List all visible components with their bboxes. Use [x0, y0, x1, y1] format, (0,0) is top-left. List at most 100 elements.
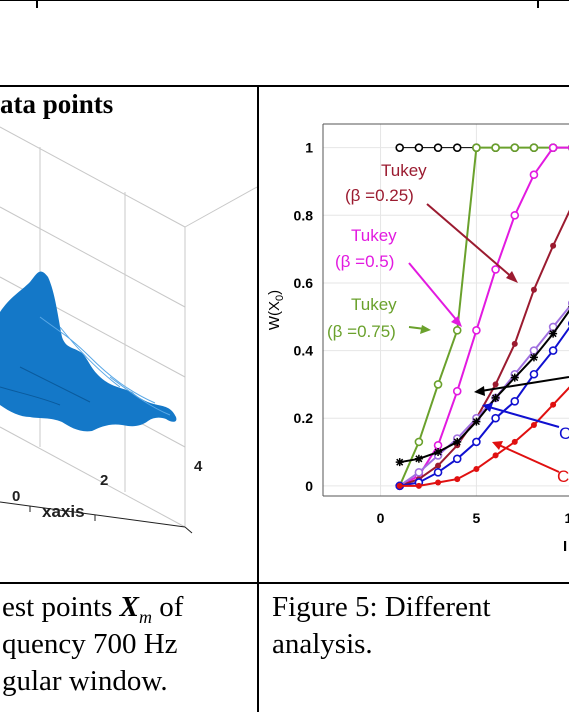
- table-row-divider: [0, 582, 569, 584]
- ylabel-close: ): [266, 290, 283, 295]
- series-point: [433, 380, 443, 389]
- series-point: [550, 401, 557, 408]
- annotation-labels: Tukey (β =0.25) Tukey (β =0.5) Tukey (β …: [327, 161, 569, 486]
- x-tick-label: 0: [377, 510, 385, 526]
- x-axis-label-fragment: I: [563, 538, 567, 555]
- series-point: [549, 329, 558, 338]
- series-line: [398, 146, 569, 487]
- series-point: [433, 143, 443, 152]
- y-tick-label: 0.8: [294, 207, 314, 223]
- series-point: [414, 454, 423, 463]
- left-caption-line-3: gular window.: [2, 665, 168, 697]
- x-tick-label: 10: [565, 510, 569, 526]
- series-point: [510, 211, 520, 220]
- caption-symbol: X: [119, 591, 139, 623]
- series-point: [510, 143, 520, 152]
- series-point: [491, 413, 500, 423]
- series-point: [452, 454, 462, 464]
- x-axis-label: xaxis: [42, 502, 85, 521]
- right-figure: 0 5 10 0 0.2 0.4 0.6 0.8 1 Tukey (β =0.25) Tukey…: [259, 87, 569, 582]
- series-point: [395, 143, 405, 152]
- top-tick-right: [537, 0, 539, 8]
- series-point: [529, 369, 539, 379]
- label-tukey-075: Tukey: [351, 295, 397, 314]
- tick-label-4: 4: [194, 458, 203, 475]
- series-point: [492, 452, 499, 459]
- series-point: [548, 346, 558, 355]
- left-figure: ata points 0 2 4 xaxis: [0, 87, 257, 582]
- series-point: [530, 421, 537, 428]
- table-top-border: [0, 85, 569, 87]
- series-point: [414, 143, 424, 152]
- series-point: [472, 437, 481, 447]
- series-point: [492, 381, 499, 388]
- left-caption-line-2: quency 700 Hz: [2, 628, 178, 660]
- x-tick-label: 5: [473, 510, 481, 526]
- series-point: [435, 479, 442, 486]
- series-point: [529, 353, 538, 362]
- series-point: [472, 325, 481, 335]
- label-tukey-05: Tukey: [351, 226, 397, 245]
- top-rule: [0, 0, 569, 1]
- left-caption-text-1: est points: [2, 591, 120, 623]
- chart-frame: [322, 123, 569, 497]
- tick-label-0: 0: [12, 488, 20, 505]
- label-beta-025: (β =0.25): [345, 186, 414, 205]
- series-point: [510, 397, 520, 406]
- y-tick-label: 0: [305, 478, 313, 494]
- label-beta-05: (β =0.5): [335, 252, 394, 271]
- top-tick-left: [36, 0, 38, 8]
- series-point: [491, 393, 500, 402]
- label-c-blue: C: [559, 424, 569, 443]
- ylabel-main: W(X: [266, 301, 283, 330]
- series-line: [399, 326, 569, 487]
- label-tukey-025: Tukey: [381, 161, 427, 180]
- table-center-divider: [257, 85, 259, 712]
- right-caption-line-1: Figure 5: Different: [272, 591, 491, 623]
- series-point: [452, 143, 462, 152]
- series-line: [399, 209, 569, 487]
- series-point: [511, 340, 518, 347]
- series-point: [529, 143, 539, 152]
- label-beta-075: (β =0.75): [327, 322, 396, 341]
- y-tick-label: 0.4: [294, 343, 314, 359]
- y-tick-label: 0.6: [294, 275, 314, 291]
- y-tick-label: 1: [305, 140, 313, 156]
- right-caption-line-2: analysis.: [272, 628, 373, 660]
- series-point: [395, 458, 404, 467]
- series-point: [433, 440, 443, 450]
- series-point: [453, 437, 462, 446]
- y-tick-label: 0.2: [294, 410, 314, 426]
- y-axis-label: W(X0): [266, 290, 286, 330]
- series-point: [491, 265, 500, 274]
- series-point: [414, 468, 424, 477]
- left-caption-line-1: est points Xm of: [2, 590, 183, 635]
- chart-ticks: 0 5 10 0 0.2 0.4 0.6 0.8 1: [294, 140, 569, 526]
- ylabel-sub: 0: [274, 295, 286, 301]
- tick-label-2: 2: [100, 472, 108, 489]
- series-line: [399, 146, 569, 487]
- series-point: [529, 170, 539, 180]
- series-point: [435, 462, 442, 469]
- series-line: [399, 305, 569, 487]
- base-axis: [0, 501, 193, 534]
- caption-subscript: m: [138, 606, 152, 627]
- series-point: [452, 386, 462, 396]
- series-point: [511, 438, 518, 445]
- series-point: [491, 143, 500, 152]
- left-plot-title: ata points: [0, 89, 114, 119]
- series-point: [414, 437, 424, 447]
- series-point: [472, 143, 481, 152]
- series-point: [452, 325, 462, 335]
- series-point: [550, 242, 557, 249]
- surface-plot: 0 2 4 xaxis: [0, 126, 257, 534]
- series-point: [454, 476, 461, 483]
- series-point: [510, 373, 519, 382]
- line-chart: 0 5 10 0 0.2 0.4 0.6 0.8 1 Tukey (β =0.25) Tukey…: [266, 123, 569, 555]
- series-point: [548, 143, 558, 152]
- series-point: [434, 448, 443, 457]
- chart-series: [395, 143, 569, 491]
- series-point: [472, 417, 481, 426]
- annotation-arrows: [408, 203, 569, 473]
- series-point: [530, 286, 537, 293]
